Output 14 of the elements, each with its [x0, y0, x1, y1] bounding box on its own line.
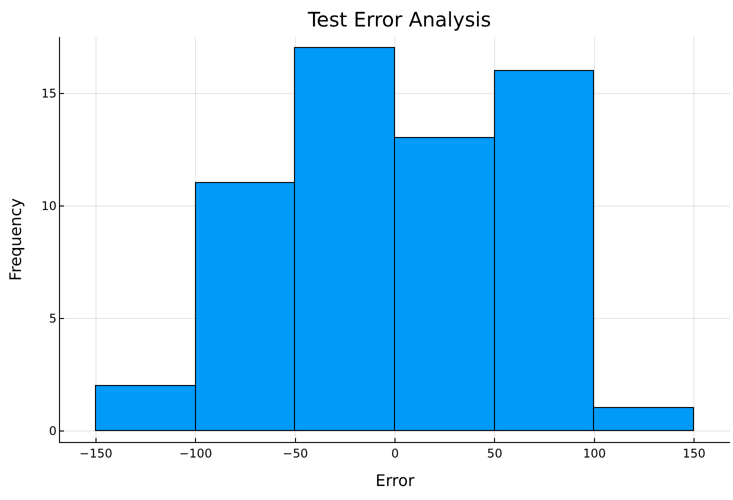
y-tick-label: 5 — [48, 311, 57, 326]
x-tick-label: 100 — [582, 446, 606, 460]
x-axis-title: Error — [376, 471, 415, 490]
y-axis-title: Frequency — [6, 198, 26, 281]
x-tick-label: −150 — [79, 446, 112, 460]
x-tick-label: −100 — [179, 446, 212, 460]
chart-title: Test Error Analysis — [306, 8, 492, 32]
x-tick-label: 50 — [487, 446, 502, 460]
y-tick-label: 15 — [41, 86, 57, 100]
y-tick-label: 10 — [41, 198, 57, 213]
x-tick-label: 150 — [682, 446, 706, 460]
x-tick-label: 0 — [391, 446, 399, 460]
x-tick-label: −50 — [282, 446, 308, 460]
y-tick-label: 0 — [48, 424, 57, 438]
